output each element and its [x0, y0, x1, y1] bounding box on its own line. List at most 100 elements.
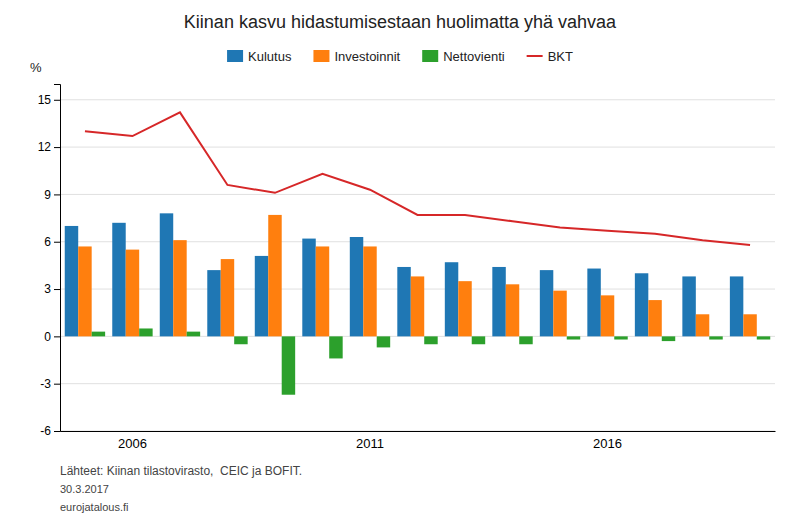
bar: [112, 223, 125, 337]
y-axis: -6 -3 0 3 6 9 12 15: [38, 85, 61, 439]
legend-symbol: [527, 55, 543, 57]
bar: [492, 267, 505, 336]
bar: [65, 226, 78, 336]
chart: Kiinan kasvu hidastumisestaan huolimatta…: [0, 0, 800, 523]
y-tick-mark: [54, 336, 60, 337]
x-axis-line: [61, 431, 776, 432]
bar: [635, 273, 648, 336]
marks: [65, 112, 770, 394]
legend-symbol: [313, 50, 329, 62]
annotation: 30.3.2017: [60, 483, 109, 495]
bar: [160, 213, 173, 336]
y-tick: 12: [38, 140, 60, 154]
bar: [506, 284, 519, 336]
bar: [363, 246, 376, 336]
bar: [682, 276, 695, 336]
bar: [221, 259, 234, 336]
y-tick-mark: [54, 384, 60, 385]
y-tick-label: 15: [38, 93, 52, 107]
bar: [519, 336, 532, 344]
y-tick-mark: [54, 289, 60, 290]
y-tick-label: 0: [44, 330, 51, 344]
bar: [472, 336, 485, 344]
bar: [187, 332, 200, 337]
bar: [173, 240, 186, 336]
annotations: Lähteet: Kiinan tilastovirasto, CEIC ja …: [60, 464, 302, 513]
legend-item: Kulutus: [227, 49, 292, 64]
grid-line: [60, 99, 775, 100]
legend: Kulutus Investoinnit Nettovienti BKT: [227, 49, 573, 64]
bar: [139, 328, 152, 336]
bar: [397, 267, 410, 336]
grid-line: [60, 383, 775, 384]
x-tick: 2006: [118, 436, 147, 451]
y-tick-label: 6: [44, 235, 51, 249]
bar: [234, 336, 247, 344]
bar: [553, 291, 566, 337]
legend-item: BKT: [527, 49, 573, 64]
y-tick: 6: [44, 235, 60, 249]
bar: [567, 336, 580, 339]
bar: [424, 336, 437, 344]
bar: [648, 300, 661, 336]
bar-series: [65, 213, 744, 336]
y-tick: 0: [44, 330, 60, 344]
legend-item: Investoinnit: [313, 49, 400, 64]
y-tick-mark: [54, 147, 60, 148]
annotation: eurojatalous.fi: [60, 501, 129, 513]
bar: [78, 246, 91, 336]
bar: [540, 270, 553, 336]
legend-symbol: [227, 50, 243, 62]
bar: [730, 276, 743, 336]
x-tick: 2016: [593, 436, 622, 451]
y-tick: 15: [38, 93, 60, 107]
annotation: Lähteet: Kiinan tilastovirasto, CEIC ja …: [60, 464, 302, 478]
y-tick: -6: [40, 424, 60, 438]
x-tick-label: 2011: [356, 436, 384, 451]
grid-line: [60, 147, 775, 148]
y-tick-mark: [54, 242, 60, 243]
grid: [60, 100, 775, 431]
y-axis-label: %: [30, 60, 42, 75]
grid-line: [60, 194, 775, 195]
bar: [302, 239, 315, 337]
bar: [350, 237, 363, 336]
legend-label: Kulutus: [248, 49, 292, 64]
line: [85, 112, 750, 244]
bar: [757, 336, 770, 339]
y-tick-label: 12: [38, 140, 52, 154]
legend-label: Investoinnit: [334, 49, 400, 64]
legend-item: Nettovienti: [422, 49, 505, 64]
legend-label: BKT: [548, 49, 573, 64]
bar: [255, 256, 268, 336]
y-tick-label: 9: [44, 188, 51, 202]
legend-symbol: [422, 50, 438, 62]
y-tick: 3: [44, 282, 60, 296]
bar: [601, 295, 614, 336]
y-tick-mark: [54, 100, 60, 101]
bar: [662, 336, 675, 341]
bar: [377, 336, 390, 347]
bar-series: [92, 328, 771, 394]
bar: [411, 276, 424, 336]
bar: [268, 215, 281, 336]
bar: [614, 336, 627, 339]
bar: [282, 336, 295, 394]
plot: -6 -3 0 3 6 9 12 15% 2006 2011 2016: [30, 60, 776, 451]
x-tick-label: 2016: [593, 436, 622, 451]
bar: [696, 314, 709, 336]
y-tick-mark: [54, 194, 60, 195]
x-axis: 2006 2011 2016: [61, 432, 776, 452]
y-tick-label: 3: [44, 282, 51, 296]
bar: [709, 336, 722, 339]
bar: [92, 332, 105, 337]
bar: [743, 314, 756, 336]
x-tick-label: 2006: [118, 436, 147, 451]
y-tick-label: -3: [40, 377, 51, 391]
bar: [207, 270, 220, 336]
bar: [316, 246, 329, 336]
y-axis-line: [54, 85, 61, 432]
bar: [126, 250, 139, 337]
title: Kiinan kasvu hidastumisestaan huolimatta…: [184, 12, 617, 32]
bar: [329, 336, 342, 358]
